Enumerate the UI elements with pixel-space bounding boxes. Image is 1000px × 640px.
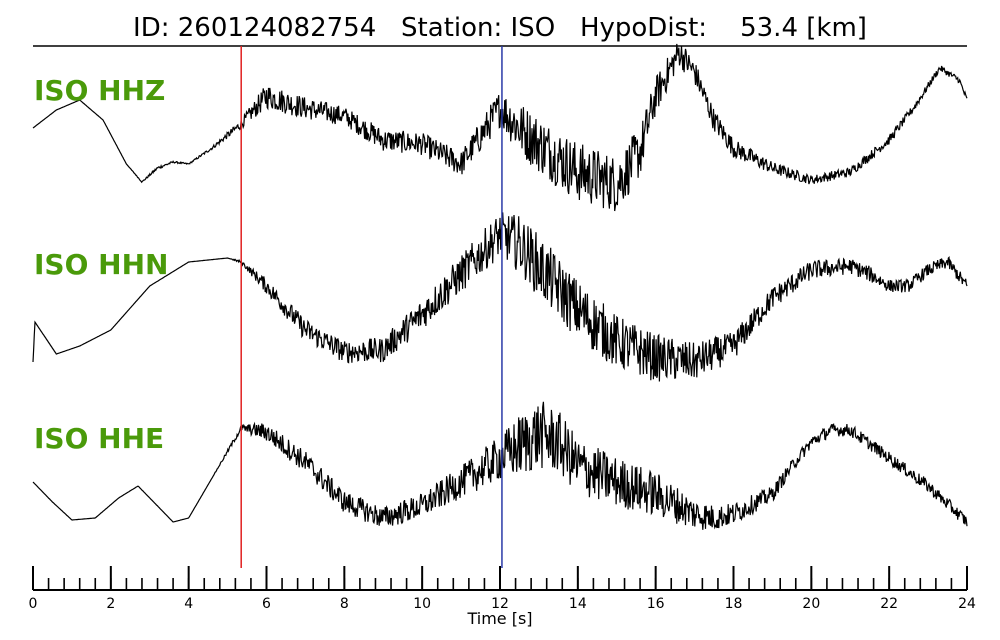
x-tick-label: 6: [262, 596, 271, 612]
x-tick-label: 24: [958, 596, 976, 612]
channel-label-iso-hhe: ISO HHE: [34, 422, 164, 455]
chart-title: ID: 260124082754 Station: ISO HypoDist: …: [133, 13, 867, 43]
x-axis-label: Time [s]: [466, 609, 532, 628]
x-tick-label: 14: [569, 596, 587, 612]
trace-iso-hhz: [32, 43, 968, 212]
x-tick-label: 10: [413, 596, 431, 612]
channel-label-iso-hhz: ISO HHZ: [34, 74, 165, 107]
x-tick-label: 18: [725, 596, 743, 612]
picks-group: [240, 46, 503, 568]
trace-iso-hhn: [32, 212, 968, 382]
x-tick-label: 2: [106, 596, 115, 612]
time-axis: 0 2 4 6 8 10 12 14 16 18 20 22 24 Time [s]: [29, 566, 976, 628]
trace-iso-hhe: [32, 401, 968, 530]
x-tick-label: 8: [340, 596, 349, 612]
x-tick-label: 16: [647, 596, 665, 612]
x-tick-label: 12: [491, 596, 509, 612]
traces-group: [32, 43, 968, 530]
x-tick-label: 0: [29, 596, 38, 612]
channel-labels: ISO HHZ ISO HHN ISO HHE: [34, 74, 168, 455]
time-axis-ticks: 0 2 4 6 8 10 12 14 16 18 20 22 24: [29, 566, 976, 612]
channel-label-iso-hhn: ISO HHN: [34, 248, 168, 281]
x-tick-label: 4: [184, 596, 193, 612]
x-tick-label: 22: [880, 596, 898, 612]
x-tick-label: 20: [802, 596, 820, 612]
